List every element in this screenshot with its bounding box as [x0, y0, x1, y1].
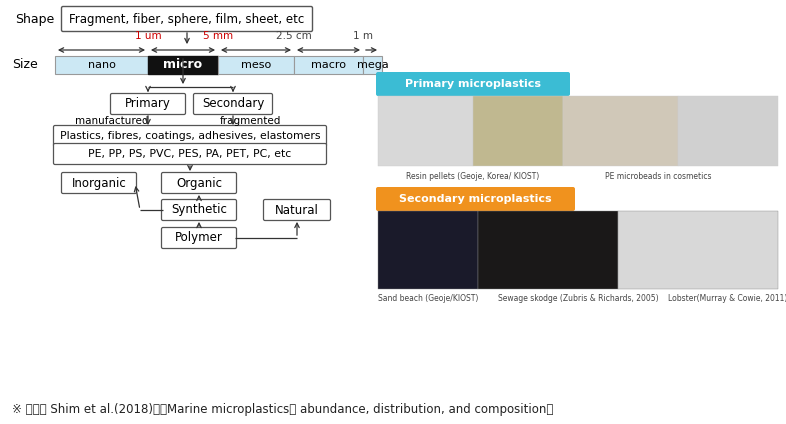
Text: micro: micro: [163, 59, 203, 72]
Text: 5 mm: 5 mm: [203, 31, 233, 41]
Bar: [363, 56, 382, 74]
FancyBboxPatch shape: [161, 228, 237, 248]
Bar: [218, 56, 294, 74]
Bar: [618, 211, 778, 289]
Text: Resin pellets (Geoje, Korea/ KIOST): Resin pellets (Geoje, Korea/ KIOST): [406, 172, 540, 181]
Text: Secondary: Secondary: [202, 98, 264, 111]
Bar: [55, 56, 148, 74]
Bar: [378, 96, 473, 166]
Text: Sand beach (Geoje/KIOST): Sand beach (Geoje/KIOST): [378, 294, 478, 303]
Text: mega: mega: [357, 60, 388, 70]
Text: Polymer: Polymer: [175, 232, 223, 245]
FancyBboxPatch shape: [53, 143, 326, 165]
FancyBboxPatch shape: [193, 94, 273, 114]
Text: nano: nano: [87, 60, 116, 70]
Text: PE microbeads in cosmetics: PE microbeads in cosmetics: [604, 172, 711, 181]
Text: Inorganic: Inorganic: [72, 176, 127, 190]
Text: Fragment, fiber, sphere, film, sheet, etc: Fragment, fiber, sphere, film, sheet, et…: [69, 12, 305, 25]
Text: manufactured: manufactured: [75, 116, 149, 126]
Text: Primary microplastics: Primary microplastics: [405, 79, 541, 89]
Text: Synthetic: Synthetic: [171, 204, 227, 217]
Text: 2.5 cm: 2.5 cm: [276, 31, 312, 41]
Bar: [294, 56, 363, 74]
FancyBboxPatch shape: [61, 173, 137, 193]
FancyBboxPatch shape: [53, 126, 326, 147]
Text: ※ 출처： Shim et al.(2018)。「Marine microplastics： abundance, distribution, and comp: ※ 출처： Shim et al.(2018)。「Marine micropla…: [12, 404, 553, 416]
Text: macro: macro: [311, 60, 346, 70]
Text: Secondary microplastics: Secondary microplastics: [399, 194, 552, 204]
Text: Organic: Organic: [176, 176, 222, 190]
FancyBboxPatch shape: [111, 94, 185, 114]
Text: 1 m: 1 m: [353, 31, 373, 41]
Text: Shape: Shape: [15, 12, 54, 25]
Text: PE, PP, PS, PVC, PES, PA, PET, PC, etc: PE, PP, PS, PVC, PES, PA, PET, PC, etc: [88, 149, 292, 159]
Text: Primary: Primary: [125, 98, 171, 111]
Text: Plastics, fibres, coatings, adhesives, elastomers: Plastics, fibres, coatings, adhesives, e…: [60, 131, 320, 141]
Bar: [478, 211, 618, 289]
FancyBboxPatch shape: [61, 6, 313, 31]
Bar: [473, 96, 563, 166]
Text: Natural: Natural: [275, 204, 319, 217]
Text: 1 um: 1 um: [134, 31, 161, 41]
Text: Lobster(Murray & Cowie, 2011): Lobster(Murray & Cowie, 2011): [668, 294, 786, 303]
Text: fragmented: fragmented: [220, 116, 281, 126]
Text: Sewage skodge (Zubris & Richards, 2005): Sewage skodge (Zubris & Richards, 2005): [498, 294, 659, 303]
Text: meso: meso: [241, 60, 271, 70]
Bar: [148, 56, 218, 74]
Bar: [678, 96, 778, 166]
Bar: [378, 211, 478, 289]
FancyBboxPatch shape: [376, 72, 570, 96]
Bar: [563, 96, 678, 166]
FancyBboxPatch shape: [161, 173, 237, 193]
FancyBboxPatch shape: [161, 200, 237, 220]
FancyBboxPatch shape: [376, 187, 575, 211]
Text: Size: Size: [12, 58, 38, 70]
FancyBboxPatch shape: [263, 200, 330, 220]
